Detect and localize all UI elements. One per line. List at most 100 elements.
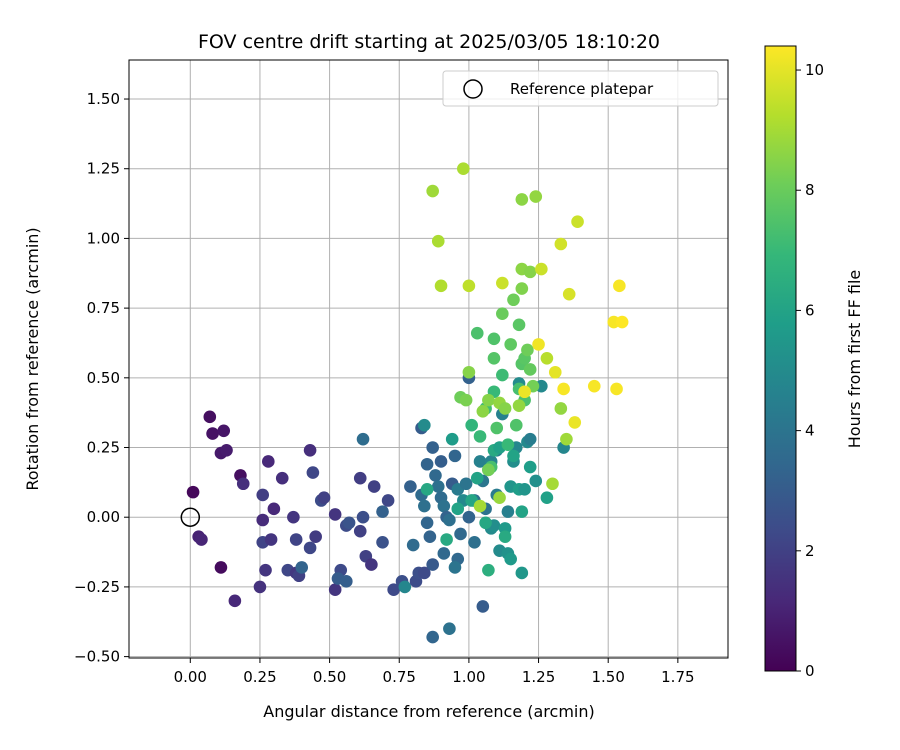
data-point — [454, 527, 467, 541]
data-point — [195, 533, 208, 546]
data-point — [437, 547, 451, 560]
x-tick-label: 1.75 — [661, 668, 694, 686]
data-point — [523, 363, 537, 376]
data-point — [376, 536, 389, 549]
y-tick-label: 0.50 — [87, 369, 120, 387]
data-point — [498, 530, 512, 544]
data-point — [571, 215, 584, 228]
data-point — [493, 491, 506, 504]
y-tick-label: 1.25 — [87, 160, 120, 178]
data-point — [420, 483, 434, 496]
data-point — [404, 480, 417, 493]
y-tick-label: 0.00 — [87, 508, 120, 526]
data-point — [509, 418, 523, 432]
data-point — [420, 516, 434, 530]
data-point — [342, 516, 356, 530]
data-point — [451, 502, 465, 516]
colorbar-tick-label: 4 — [805, 422, 815, 440]
x-tick-label: 1.50 — [591, 668, 624, 686]
colorbar-tick-label: 6 — [805, 301, 815, 319]
data-point — [568, 416, 582, 429]
data-point — [523, 432, 537, 446]
data-point — [557, 382, 570, 396]
data-point — [367, 480, 381, 493]
plot-area: 0.00 0.25 0.50 0.75 1.00 1.25 1.50 1.75 −0.50−0… — [74, 59, 729, 686]
data-point — [548, 365, 562, 379]
data-point — [253, 580, 267, 594]
data-point — [457, 162, 470, 176]
data-point — [262, 455, 275, 468]
x-tick-label: 0.75 — [383, 668, 416, 686]
data-point — [365, 558, 378, 571]
data-point — [479, 516, 492, 530]
data-point — [560, 432, 573, 446]
data-point — [507, 449, 520, 463]
data-point — [376, 505, 389, 518]
data-point — [437, 499, 451, 513]
x-tick-label: 1.00 — [452, 668, 485, 686]
legend-entry-reference-platepar: Reference platepar — [510, 80, 654, 98]
data-point — [317, 491, 331, 504]
y-tick-label: −0.50 — [74, 648, 120, 666]
data-point — [462, 510, 476, 524]
data-point — [521, 343, 534, 357]
data-point — [587, 379, 601, 393]
data-point — [429, 469, 442, 482]
data-point — [275, 471, 289, 485]
data-point — [443, 513, 456, 527]
data-point — [554, 402, 568, 415]
data-point — [501, 505, 515, 518]
data-point — [228, 594, 242, 608]
data-point — [476, 404, 490, 418]
data-point — [340, 575, 353, 588]
data-point — [529, 190, 543, 203]
data-point — [418, 566, 431, 580]
data-point — [501, 438, 515, 452]
legend-marker-icon — [463, 79, 483, 99]
data-point — [206, 427, 219, 440]
data-point — [287, 510, 300, 524]
reference-platepar-marker — [180, 507, 201, 527]
data-point — [256, 513, 270, 527]
data-point — [423, 530, 437, 544]
data-point — [328, 583, 342, 596]
data-point — [220, 444, 233, 457]
data-point — [540, 491, 554, 504]
data-point — [482, 393, 495, 407]
legend-box — [442, 70, 719, 107]
data-point — [496, 276, 509, 290]
data-point — [613, 279, 626, 293]
data-point — [303, 444, 317, 457]
x-tick-label: 0.50 — [313, 668, 346, 686]
data-point — [448, 561, 462, 574]
data-point — [264, 533, 278, 546]
data-point — [540, 352, 554, 365]
data-point — [496, 368, 509, 382]
data-point — [353, 471, 367, 485]
data-point — [610, 382, 623, 396]
data-point — [535, 262, 548, 276]
x-axis-label: Angular distance from reference (arcmin) — [263, 702, 594, 721]
data-point — [473, 455, 487, 468]
data-point — [353, 524, 367, 538]
data-point — [482, 563, 495, 577]
data-point — [259, 563, 272, 577]
data-point — [295, 561, 309, 574]
data-point — [426, 184, 439, 198]
data-point — [426, 558, 439, 571]
data-point — [459, 393, 473, 407]
data-point — [440, 533, 453, 546]
data-point — [515, 505, 529, 518]
y-tick-label: 1.50 — [87, 90, 120, 108]
data-point — [431, 234, 445, 248]
chart-title: FOV centre drift starting at 2025/03/05 … — [198, 31, 660, 53]
plot-frame — [128, 59, 729, 659]
data-point — [554, 237, 568, 251]
data-point — [434, 279, 448, 293]
data-point — [356, 432, 370, 446]
data-point — [303, 541, 317, 555]
data-point — [529, 474, 543, 488]
data-point — [546, 477, 559, 491]
data-point — [532, 338, 545, 351]
